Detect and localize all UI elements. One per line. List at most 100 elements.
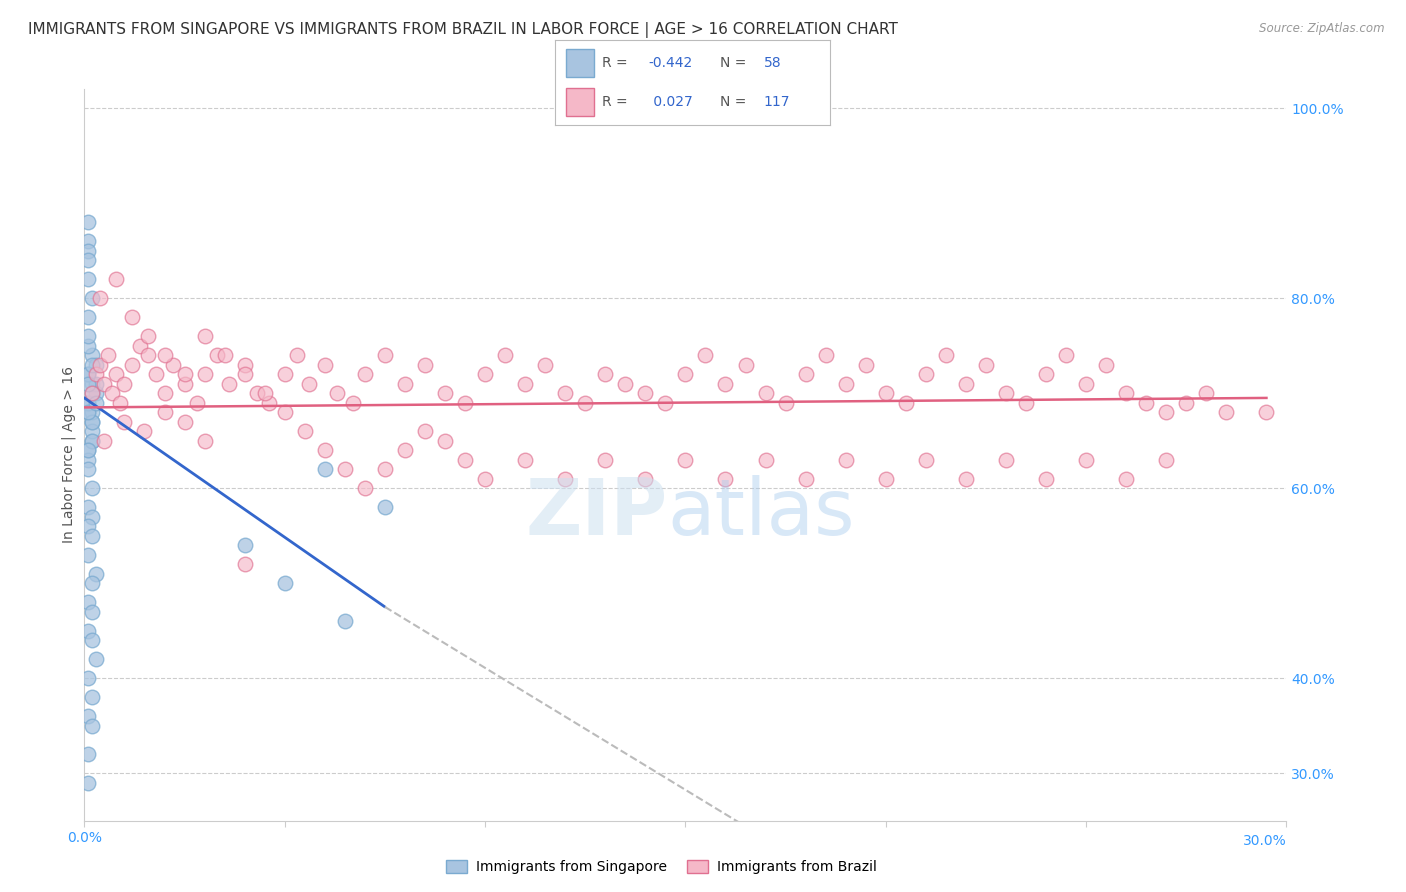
Point xyxy=(314,462,336,476)
Point xyxy=(105,272,128,286)
Point xyxy=(194,434,217,448)
Point xyxy=(394,443,416,458)
Point xyxy=(129,339,152,353)
Point xyxy=(1115,386,1137,401)
Point xyxy=(82,415,104,429)
Point xyxy=(374,500,396,515)
Point xyxy=(474,472,496,486)
Point xyxy=(454,452,477,467)
Point xyxy=(794,472,817,486)
Text: 58: 58 xyxy=(763,56,782,70)
Point xyxy=(153,348,176,362)
Text: 30.0%: 30.0% xyxy=(1243,834,1286,848)
Point xyxy=(342,395,364,409)
Point xyxy=(82,576,104,591)
Point xyxy=(218,376,240,391)
Point xyxy=(875,386,897,401)
Point xyxy=(77,329,100,343)
Point xyxy=(82,633,104,648)
Point xyxy=(554,472,576,486)
Point xyxy=(233,557,256,571)
Point xyxy=(138,329,160,343)
Point xyxy=(1076,452,1098,467)
Point xyxy=(394,376,416,391)
Point xyxy=(675,367,697,381)
Point xyxy=(1054,348,1077,362)
Point xyxy=(173,367,195,381)
Point xyxy=(634,386,657,401)
Point xyxy=(77,367,100,381)
Point xyxy=(515,452,537,467)
Point xyxy=(82,348,104,362)
Point xyxy=(82,434,104,448)
Point xyxy=(101,386,124,401)
Point xyxy=(675,452,697,467)
Point xyxy=(695,348,717,362)
Point xyxy=(995,386,1018,401)
Point xyxy=(173,415,195,429)
Point xyxy=(77,443,100,458)
Point xyxy=(82,434,104,448)
Text: Source: ZipAtlas.com: Source: ZipAtlas.com xyxy=(1260,22,1385,36)
Point xyxy=(875,472,897,486)
Text: N =: N = xyxy=(720,95,751,110)
Point xyxy=(77,244,100,258)
Point xyxy=(1035,367,1057,381)
Point xyxy=(835,452,858,467)
Point xyxy=(86,358,108,372)
Point xyxy=(86,367,108,381)
Point xyxy=(554,386,576,401)
Point xyxy=(326,386,349,401)
Text: atlas: atlas xyxy=(668,475,855,551)
Point xyxy=(89,358,111,372)
Point xyxy=(246,386,269,401)
Point xyxy=(814,348,837,362)
Point xyxy=(153,405,176,419)
Point xyxy=(1015,395,1038,409)
Point xyxy=(77,595,100,609)
Point xyxy=(110,395,132,409)
Point xyxy=(233,538,256,552)
Point xyxy=(1095,358,1118,372)
Point xyxy=(534,358,557,372)
Point xyxy=(77,395,100,409)
Point xyxy=(1156,405,1178,419)
Point xyxy=(77,234,100,248)
Point xyxy=(595,367,617,381)
Point xyxy=(93,434,115,448)
Point xyxy=(82,719,104,733)
Point xyxy=(654,395,676,409)
Point xyxy=(77,367,100,381)
Point xyxy=(121,358,143,372)
Point xyxy=(134,424,156,438)
Point xyxy=(82,481,104,495)
Point xyxy=(1135,395,1157,409)
Point xyxy=(855,358,877,372)
Point xyxy=(285,348,308,362)
Point xyxy=(214,348,236,362)
Point xyxy=(734,358,756,372)
Point xyxy=(77,709,100,723)
Point xyxy=(82,529,104,543)
Point xyxy=(434,386,457,401)
Point xyxy=(298,376,321,391)
Point xyxy=(105,367,128,381)
Point xyxy=(82,291,104,305)
Point xyxy=(1035,472,1057,486)
Point xyxy=(77,443,100,458)
Point xyxy=(77,215,100,229)
Point xyxy=(194,329,217,343)
Point xyxy=(354,481,377,495)
Point xyxy=(86,652,108,666)
Point xyxy=(494,348,516,362)
Point xyxy=(82,358,104,372)
Point xyxy=(77,405,100,419)
Point xyxy=(82,405,104,419)
Point xyxy=(77,462,100,476)
Point xyxy=(77,624,100,638)
Text: 0.027: 0.027 xyxy=(648,95,692,110)
Point xyxy=(257,395,280,409)
Point xyxy=(935,348,957,362)
Point xyxy=(894,395,917,409)
Point xyxy=(77,519,100,533)
